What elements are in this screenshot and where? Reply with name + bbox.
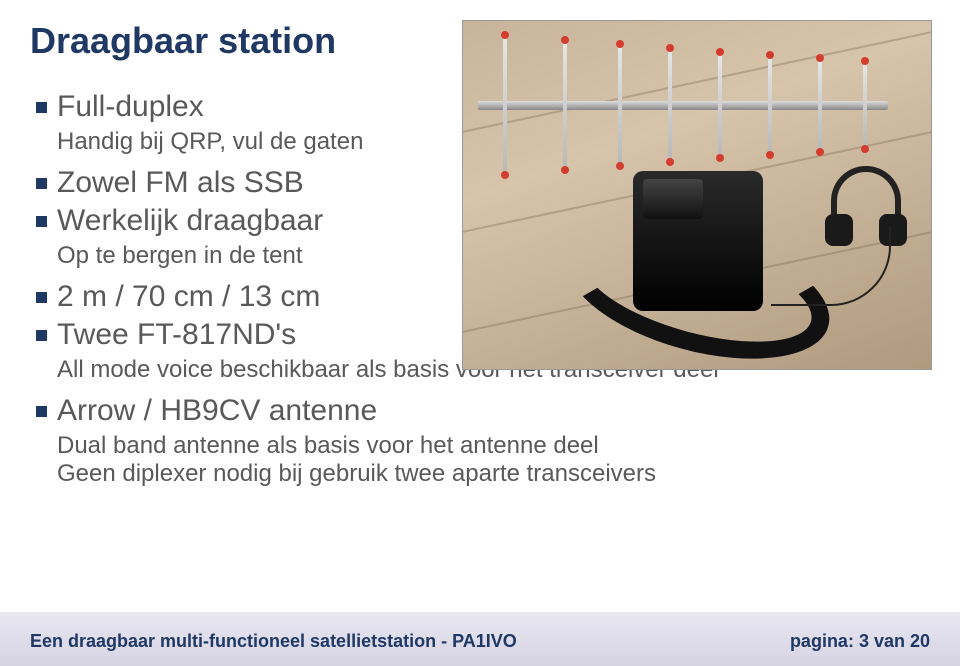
floor-seam: [462, 22, 932, 142]
footer-right-text: pagina: 3 van 20: [790, 631, 930, 652]
headphone-cable: [771, 226, 891, 306]
bullet-icon: [36, 102, 47, 113]
antenna-element: [768, 56, 772, 154]
antenna-element: [503, 36, 507, 174]
bullet-icon: [36, 178, 47, 189]
bullet-icon: [36, 406, 47, 417]
sub-line: Dual band antenne als basis voor het ant…: [57, 432, 930, 460]
list-item: Arrow / HB9CV antenne: [36, 394, 930, 428]
antenna-element: [668, 49, 672, 161]
bullet-main-text: 2 m / 70 cm / 13 cm: [57, 280, 320, 314]
antenna-element: [863, 62, 867, 148]
sub-line: Geen diplexer nodig bij gebruik twee apa…: [57, 460, 930, 488]
antenna-element: [718, 53, 722, 157]
headphones: [831, 166, 901, 226]
footer-left-text: Een draagbaar multi-functioneel satellie…: [30, 631, 517, 652]
bullet-icon: [36, 330, 47, 341]
bullet-main-text: Werkelijk draagbaar: [57, 204, 323, 238]
bullet-icon: [36, 216, 47, 227]
slide: Draagbaar station Full-duplexHandig bij …: [0, 0, 960, 666]
equipment-photo: [462, 20, 932, 370]
bullet-main-text: Arrow / HB9CV antenne: [57, 394, 377, 428]
bullet-main-text: Zowel FM als SSB: [57, 166, 304, 200]
antenna-element: [818, 59, 822, 151]
bullet-icon: [36, 292, 47, 303]
bullet-sub-text: Dual band antenne als basis voor het ant…: [57, 432, 930, 488]
radio-bag: [633, 171, 763, 311]
antenna-boom: [478, 101, 888, 110]
bullet-main-text: Full-duplex: [57, 90, 204, 124]
antenna-element: [618, 45, 622, 165]
bullet-main-text: Twee FT-817ND's: [57, 318, 296, 352]
antenna-element: [563, 41, 567, 169]
